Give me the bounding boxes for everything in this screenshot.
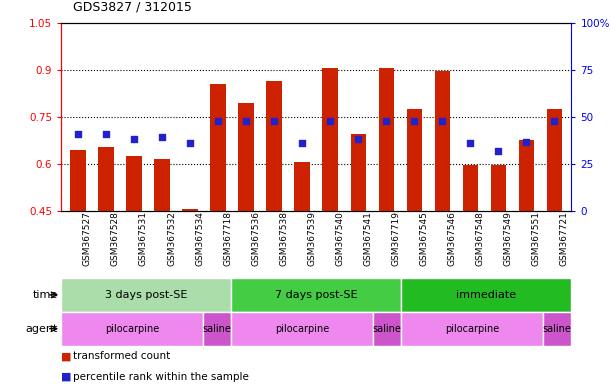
Text: GSM367540: GSM367540 <box>335 211 344 266</box>
Point <box>129 136 139 142</box>
Bar <box>231 312 373 346</box>
Text: percentile rank within the sample: percentile rank within the sample <box>73 372 249 382</box>
Bar <box>203 312 231 346</box>
Point <box>437 118 447 124</box>
Bar <box>70 150 86 211</box>
Point <box>213 118 223 124</box>
Text: pilocarpine: pilocarpine <box>275 324 329 334</box>
Text: pilocarpine: pilocarpine <box>105 324 159 334</box>
Text: GSM367538: GSM367538 <box>279 211 288 266</box>
Bar <box>98 147 114 211</box>
Text: GSM367534: GSM367534 <box>195 211 204 266</box>
Text: GSM367531: GSM367531 <box>139 211 148 266</box>
Text: GSM367536: GSM367536 <box>251 211 260 266</box>
Point <box>298 140 307 146</box>
Point <box>73 131 83 137</box>
Text: GSM367545: GSM367545 <box>419 211 428 266</box>
Text: GSM367719: GSM367719 <box>391 211 400 266</box>
Bar <box>210 84 226 211</box>
Bar <box>463 166 478 211</box>
Text: GSM367546: GSM367546 <box>447 211 456 266</box>
Text: GSM367721: GSM367721 <box>560 211 568 266</box>
Bar <box>373 312 401 346</box>
Bar <box>401 278 571 312</box>
Bar <box>231 278 401 312</box>
Point <box>522 139 532 145</box>
Point <box>269 118 279 124</box>
Text: GSM367551: GSM367551 <box>532 211 541 266</box>
Bar <box>379 68 394 211</box>
Bar <box>434 71 450 211</box>
Text: GSM367527: GSM367527 <box>83 211 92 266</box>
Text: GSM367549: GSM367549 <box>503 211 513 266</box>
Point <box>466 140 475 146</box>
Bar <box>351 134 366 211</box>
Bar <box>547 109 562 211</box>
Point <box>157 134 167 140</box>
Bar <box>295 162 310 211</box>
Point <box>185 140 195 146</box>
Point <box>409 118 419 124</box>
Bar <box>182 209 198 211</box>
Text: 7 days post-SE: 7 days post-SE <box>275 290 357 300</box>
Text: saline: saline <box>203 324 232 334</box>
Point <box>241 118 251 124</box>
Bar <box>126 156 142 211</box>
Bar <box>155 159 170 211</box>
Bar <box>406 109 422 211</box>
Text: GSM367532: GSM367532 <box>167 211 176 266</box>
Text: GSM367539: GSM367539 <box>307 211 316 266</box>
Text: saline: saline <box>543 324 571 334</box>
Text: ■: ■ <box>61 351 71 361</box>
Point <box>494 148 503 154</box>
Text: pilocarpine: pilocarpine <box>445 324 499 334</box>
Bar <box>266 81 282 211</box>
Bar <box>519 140 534 211</box>
Bar <box>401 312 543 346</box>
Text: GSM367541: GSM367541 <box>364 211 372 266</box>
Text: GSM367718: GSM367718 <box>223 211 232 266</box>
Text: saline: saline <box>373 324 401 334</box>
Text: GSM367548: GSM367548 <box>475 211 485 266</box>
Point <box>353 136 363 142</box>
Point <box>101 131 111 137</box>
Text: time: time <box>33 290 58 300</box>
Text: GDS3827 / 312015: GDS3827 / 312015 <box>73 0 192 13</box>
Point <box>325 118 335 124</box>
Bar <box>323 68 338 211</box>
Text: GSM367528: GSM367528 <box>111 211 120 266</box>
Bar <box>543 312 571 346</box>
Text: ■: ■ <box>61 372 71 382</box>
Text: agent: agent <box>26 324 58 334</box>
Text: transformed count: transformed count <box>73 351 170 361</box>
Bar <box>238 103 254 211</box>
Text: immediate: immediate <box>456 290 516 300</box>
Point <box>381 118 391 124</box>
Point <box>549 118 559 124</box>
Bar <box>61 312 203 346</box>
Bar <box>61 278 231 312</box>
Text: 3 days post-SE: 3 days post-SE <box>105 290 188 300</box>
Bar <box>491 166 506 211</box>
